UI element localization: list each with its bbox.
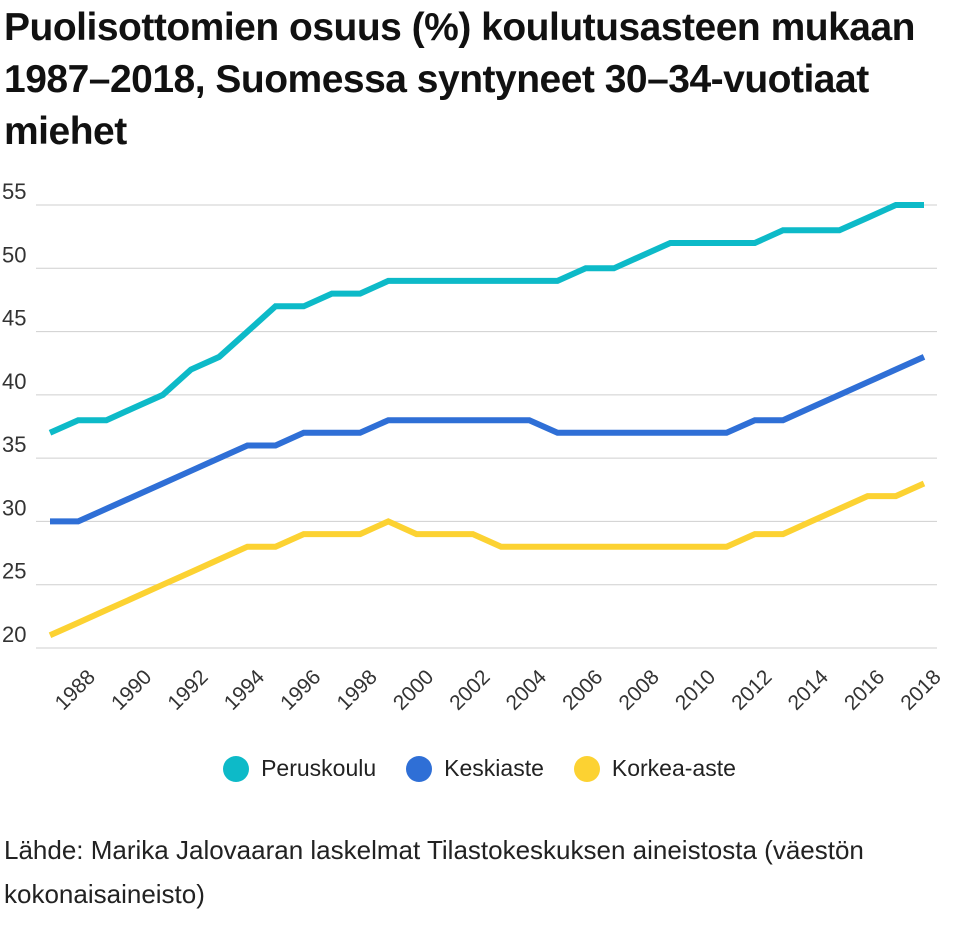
chart-title: Puolisottomien osuus (%) koulutusasteen … (4, 6, 915, 153)
x-tick-label: 1994 (220, 665, 270, 715)
source-note: Lähde: Marika Jalovaaran laskelmat Tilas… (4, 835, 864, 909)
x-tick-label: 2000 (389, 665, 438, 714)
legend: Peruskoulu Keskiaste Korkea-aste (0, 755, 959, 782)
legend-item-keskiaste[interactable]: Keskiaste (406, 755, 544, 782)
x-tick-label: 2018 (896, 665, 945, 714)
series-line-korkea-aste[interactable] (48, 480, 926, 639)
y-tick-label: 20 (2, 622, 26, 647)
x-tick-label: 2010 (671, 665, 720, 714)
y-tick-label: 25 (2, 559, 26, 584)
x-tick-label: 1990 (107, 665, 156, 714)
x-tick-label: 2006 (558, 665, 607, 714)
y-tick-label: 45 (2, 306, 26, 331)
legend-label-peruskoulu: Peruskoulu (261, 755, 377, 781)
series-line-peruskoulu[interactable] (48, 202, 924, 436)
line-chart: 20 25 30 35 40 45 50 55 1988 1990 1992 1994 1996 199… (2, 179, 946, 715)
y-axis-ticks: 20 25 30 35 40 45 50 55 (2, 179, 26, 647)
legend-swatch-keskiaste (406, 755, 433, 782)
x-tick-label: 2012 (727, 665, 776, 714)
y-tick-label: 50 (2, 242, 26, 267)
x-tick-label: 2016 (840, 665, 889, 714)
x-tick-label: 2002 (445, 665, 494, 714)
y-tick-label: 35 (2, 432, 26, 457)
x-tick-label: 2014 (784, 665, 834, 715)
y-tick-label: 30 (2, 495, 26, 520)
x-axis-ticks: 1988 1990 1992 1994 1996 1998 2000 2002 2004 2006… (51, 665, 946, 715)
y-tick-label: 40 (2, 369, 26, 394)
x-tick-label: 2004 (502, 665, 552, 715)
legend-swatch-korkea-aste (573, 755, 600, 782)
x-tick-label: 1992 (163, 665, 212, 714)
legend-label-korkea-aste: Korkea-aste (611, 755, 736, 781)
x-tick-label: 2008 (614, 665, 663, 714)
series-lines (48, 202, 926, 639)
x-tick-label: 1996 (276, 665, 325, 714)
y-tick-label: 55 (2, 179, 26, 204)
legend-item-peruskoulu[interactable]: Peruskoulu (223, 755, 376, 782)
legend-swatch-peruskoulu (223, 755, 250, 782)
legend-item-korkea-aste[interactable]: Korkea-aste (573, 755, 736, 782)
x-tick-label: 1998 (333, 665, 382, 714)
legend-label-keskiaste: Keskiaste (444, 755, 544, 781)
gridlines (36, 204, 937, 649)
series-line-keskiaste[interactable] (50, 354, 926, 525)
x-tick-label: 1988 (51, 665, 100, 714)
